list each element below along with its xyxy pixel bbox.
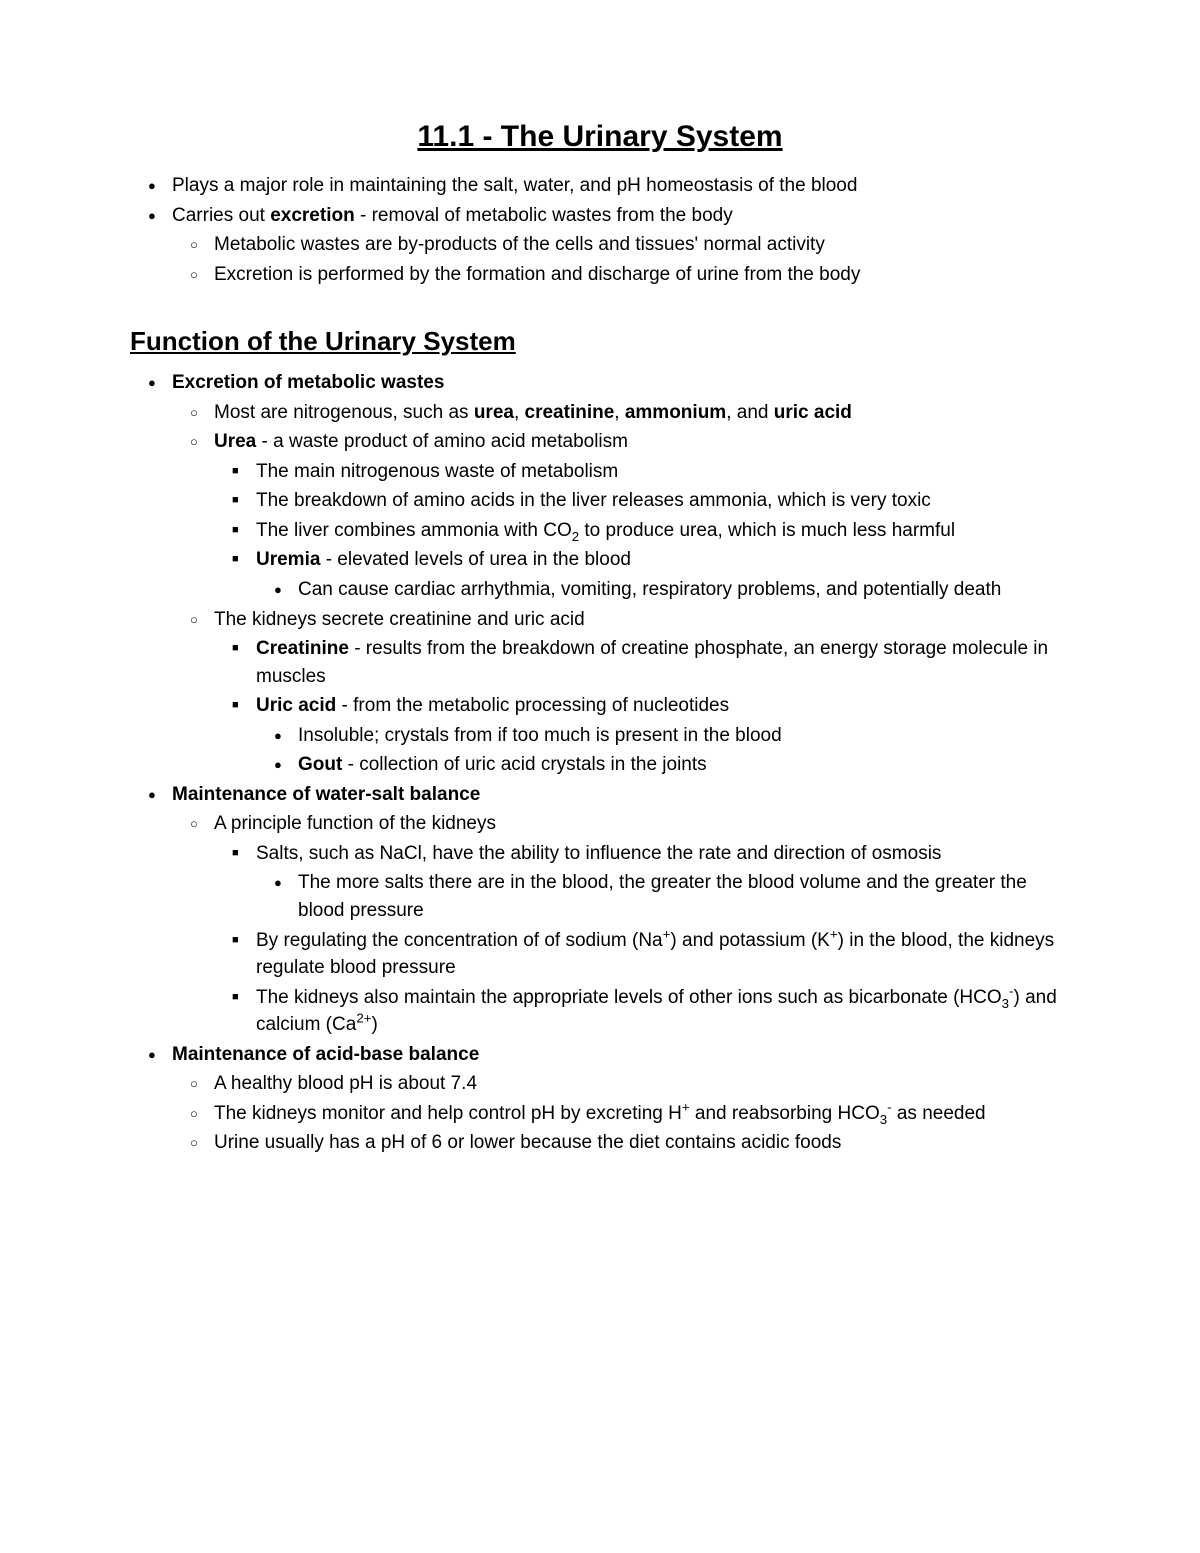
sublist: Metabolic wastes are by-products of the … <box>172 231 1070 288</box>
subscript: 3 <box>1002 995 1009 1010</box>
text: , <box>514 402 525 423</box>
text: - collection of uric acid crystals in th… <box>342 754 706 775</box>
list-item: Uremia - elevated levels of urea in the … <box>256 546 1070 603</box>
sublist: A principle function of the kidneys Salt… <box>172 810 1070 1038</box>
text: Carries out <box>172 205 270 226</box>
text: Most are nitrogenous, such as <box>214 402 474 423</box>
text: ) <box>371 1014 377 1035</box>
sublist: The more salts there are in the blood, t… <box>256 869 1070 924</box>
text: The kidneys monitor and help control pH … <box>214 1103 682 1124</box>
text: - a waste product of amino acid metaboli… <box>256 431 628 452</box>
superscript: + <box>682 1100 690 1115</box>
sublist: Insoluble; crystals from if too much is … <box>256 722 1070 779</box>
text: ) and potassium (K <box>670 930 829 951</box>
page-title: 11.1 - The Urinary System <box>130 120 1070 154</box>
list-item: The kidneys also maintain the appropriat… <box>256 984 1070 1039</box>
bold-term: Maintenance of water-salt balance <box>172 784 480 805</box>
list-item: Insoluble; crystals from if too much is … <box>298 722 1070 750</box>
superscript: 2+ <box>356 1011 371 1026</box>
subscript: 2 <box>572 529 579 544</box>
bold-term: Excretion of metabolic wastes <box>172 372 444 393</box>
list-item: Most are nitrogenous, such as urea, crea… <box>214 399 1070 427</box>
list-item: Urine usually has a pH of 6 or lower bec… <box>214 1129 1070 1157</box>
list-item: The breakdown of amino acids in the live… <box>256 487 1070 515</box>
bold-term: excretion <box>270 205 354 226</box>
list-item: Plays a major role in maintaining the sa… <box>172 172 1070 200</box>
text: The kidneys secrete creatinine and uric … <box>214 609 585 630</box>
list-item: By regulating the concentration of of so… <box>256 927 1070 982</box>
superscript: + <box>830 926 838 941</box>
text: , <box>614 402 625 423</box>
text: - removal of metabolic wastes from the b… <box>355 205 733 226</box>
bold-term: ammonium <box>625 402 726 423</box>
text: - results from the breakdown of creatine… <box>256 638 1048 687</box>
bold-term: Maintenance of acid-base balance <box>172 1044 479 1065</box>
sublist: Creatinine - results from the breakdown … <box>214 635 1070 779</box>
text: Salts, such as NaCl, have the ability to… <box>256 843 941 864</box>
list-item: The more salts there are in the blood, t… <box>298 869 1070 924</box>
function-list: Excretion of metabolic wastes Most are n… <box>130 369 1070 1157</box>
list-item: Creatinine - results from the breakdown … <box>256 635 1070 690</box>
list-item: Gout - collection of uric acid crystals … <box>298 751 1070 779</box>
text: and reabsorbing HCO <box>690 1103 880 1124</box>
list-item: The kidneys secrete creatinine and uric … <box>214 606 1070 779</box>
text: , and <box>726 402 774 423</box>
list-item: A healthy blood pH is about 7.4 <box>214 1070 1070 1098</box>
text: - elevated levels of urea in the blood <box>320 549 631 570</box>
list-item: The liver combines ammonia with CO2 to p… <box>256 517 1070 545</box>
section-heading: Function of the Urinary System <box>130 326 1070 357</box>
list-item: Excretion of metabolic wastes Most are n… <box>172 369 1070 779</box>
sublist: Most are nitrogenous, such as urea, crea… <box>172 399 1070 779</box>
bold-term: uric acid <box>774 402 852 423</box>
sublist: A healthy blood pH is about 7.4 The kidn… <box>172 1070 1070 1157</box>
sublist: Salts, such as NaCl, have the ability to… <box>214 840 1070 1039</box>
text: The liver combines ammonia with CO <box>256 520 572 541</box>
bold-term: Uric acid <box>256 695 336 716</box>
list-item: Can cause cardiac arrhythmia, vomiting, … <box>298 576 1070 604</box>
list-item: Maintenance of water-salt balance A prin… <box>172 781 1070 1039</box>
bold-term: Urea <box>214 431 256 452</box>
bold-term: Creatinine <box>256 638 349 659</box>
bold-term: Uremia <box>256 549 320 570</box>
list-item: Uric acid - from the metabolic processin… <box>256 692 1070 779</box>
list-item: The kidneys monitor and help control pH … <box>214 1100 1070 1128</box>
text: - from the metabolic processing of nucle… <box>336 695 729 716</box>
text: The kidneys also maintain the appropriat… <box>256 987 1002 1008</box>
intro-list: Plays a major role in maintaining the sa… <box>130 172 1070 288</box>
document-page: 11.1 - The Urinary System Plays a major … <box>0 0 1200 1553</box>
sublist: Can cause cardiac arrhythmia, vomiting, … <box>256 576 1070 604</box>
bold-term: creatinine <box>525 402 615 423</box>
list-item: Maintenance of acid-base balance A healt… <box>172 1041 1070 1157</box>
list-item: Carries out excretion - removal of metab… <box>172 202 1070 289</box>
text: A principle function of the kidneys <box>214 813 496 834</box>
list-item: A principle function of the kidneys Salt… <box>214 810 1070 1038</box>
bold-term: Gout <box>298 754 342 775</box>
bold-term: urea <box>474 402 514 423</box>
list-item: Urea - a waste product of amino acid met… <box>214 428 1070 603</box>
text: to produce urea, which is much less harm… <box>579 520 955 541</box>
list-item: Excretion is performed by the formation … <box>214 261 1070 289</box>
text: By regulating the concentration of of so… <box>256 930 663 951</box>
sublist: The main nitrogenous waste of metabolism… <box>214 458 1070 604</box>
text: as needed <box>892 1103 986 1124</box>
list-item: Salts, such as NaCl, have the ability to… <box>256 840 1070 925</box>
list-item: The main nitrogenous waste of metabolism <box>256 458 1070 486</box>
list-item: Metabolic wastes are by-products of the … <box>214 231 1070 259</box>
